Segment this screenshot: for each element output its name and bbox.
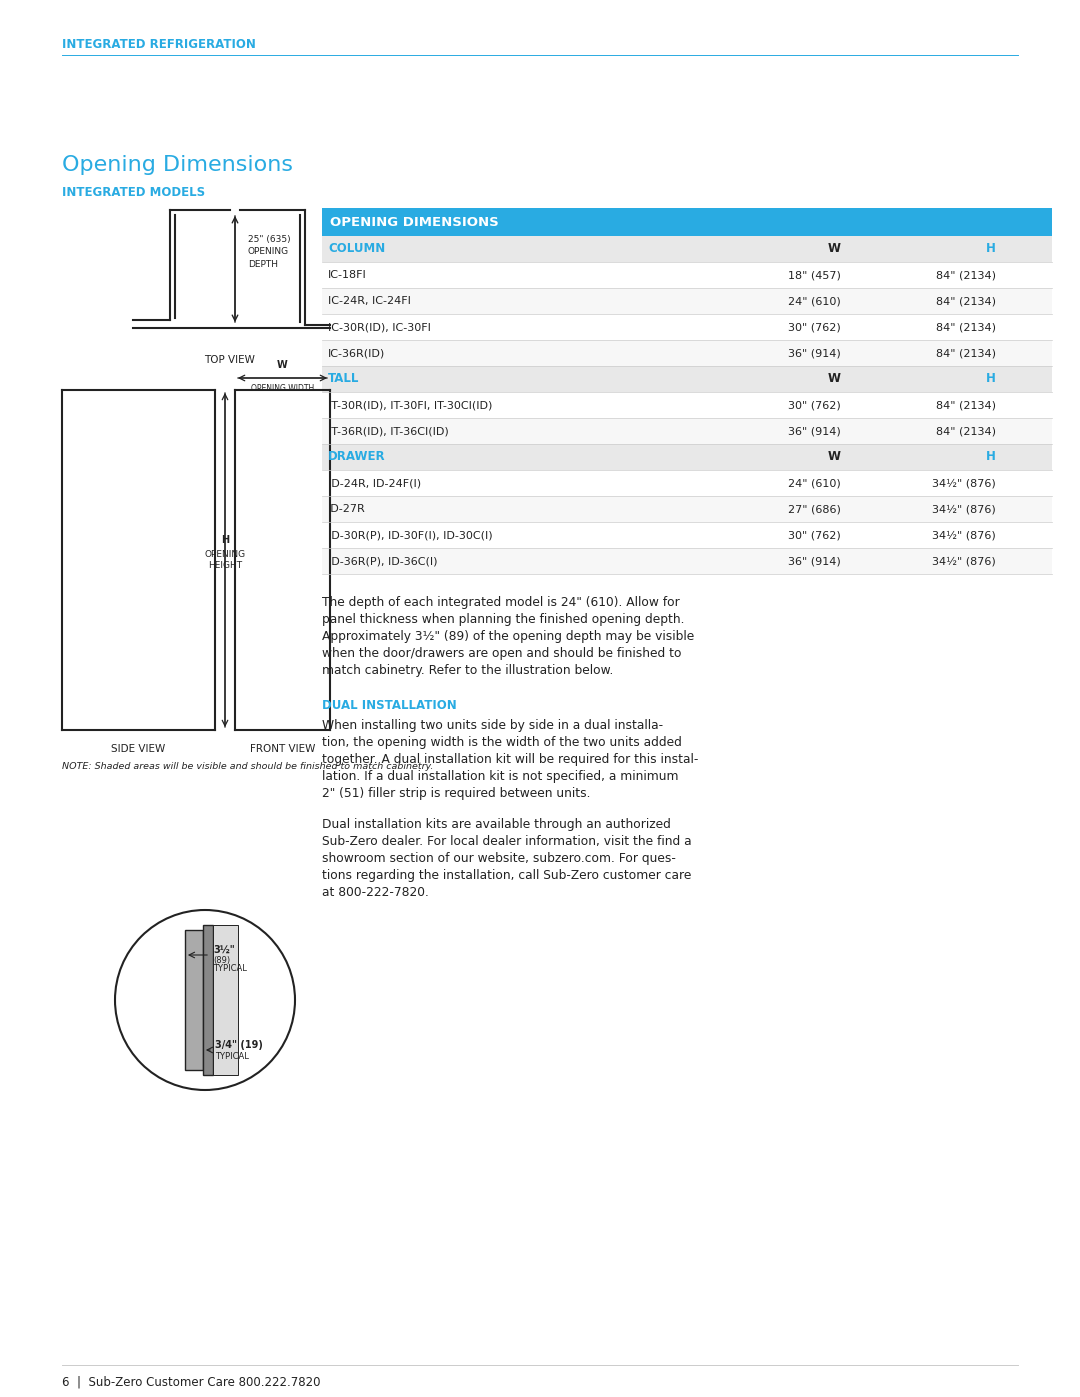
Text: match cabinetry. Refer to the illustration below.: match cabinetry. Refer to the illustrati…: [322, 664, 613, 678]
Text: When installing two units side by side in a dual installa-: When installing two units side by side i…: [322, 719, 663, 732]
Text: INTEGRATED REFRIGERATION: INTEGRATED REFRIGERATION: [62, 38, 256, 52]
Text: Sub-Zero dealer. For local dealer information, visit the find a: Sub-Zero dealer. For local dealer inform…: [322, 835, 691, 848]
Text: when the door/drawers are open and should be finished to: when the door/drawers are open and shoul…: [322, 647, 681, 659]
Text: H: H: [221, 535, 229, 545]
Text: IC-30R(ID), IC-30FI: IC-30R(ID), IC-30FI: [328, 321, 431, 332]
Text: TOP VIEW: TOP VIEW: [204, 355, 256, 365]
Text: 36" (914): 36" (914): [788, 556, 841, 566]
Text: Dual installation kits are available through an authorized: Dual installation kits are available thr…: [322, 819, 671, 831]
Text: 27" (686): 27" (686): [788, 504, 841, 514]
Text: 84" (2134): 84" (2134): [936, 270, 996, 279]
Text: TALL: TALL: [328, 373, 360, 386]
Text: H: H: [986, 373, 996, 386]
Text: 84" (2134): 84" (2134): [936, 321, 996, 332]
Bar: [322, 418, 1052, 444]
Text: showroom section of our website, subzero.com. For ques-: showroom section of our website, subzero…: [322, 852, 676, 865]
Text: 34½" (876): 34½" (876): [932, 478, 996, 488]
Text: W: W: [828, 373, 841, 386]
Text: INTEGRATED MODELS: INTEGRATED MODELS: [62, 186, 205, 198]
Text: 3/4" (19): 3/4" (19): [215, 1039, 262, 1051]
Bar: [322, 339, 1052, 366]
Text: The depth of each integrated model is 24" (610). Allow for: The depth of each integrated model is 24…: [322, 597, 679, 609]
Text: COLUMN: COLUMN: [328, 243, 386, 256]
Text: 84" (2134): 84" (2134): [936, 348, 996, 358]
Text: 84" (2134): 84" (2134): [936, 400, 996, 409]
Text: 34½" (876): 34½" (876): [932, 556, 996, 566]
Text: ID-30R(P), ID-30F(I), ID-30C(I): ID-30R(P), ID-30F(I), ID-30C(I): [328, 529, 492, 541]
Bar: [322, 393, 1052, 418]
Text: DRAWER: DRAWER: [328, 450, 386, 464]
Text: OPENING
HEIGHT: OPENING HEIGHT: [204, 549, 245, 570]
Text: Approximately 3½" (89) of the opening depth may be visible: Approximately 3½" (89) of the opening de…: [322, 630, 694, 643]
Text: 84" (2134): 84" (2134): [936, 296, 996, 306]
Text: IC-18FI: IC-18FI: [328, 270, 367, 279]
Text: W: W: [278, 360, 288, 370]
Bar: [213, 925, 238, 1076]
Text: (89): (89): [213, 956, 230, 965]
Text: 34½" (876): 34½" (876): [932, 504, 996, 514]
Text: 25" (635)
OPENING
DEPTH: 25" (635) OPENING DEPTH: [248, 235, 291, 270]
Bar: [322, 522, 1052, 548]
Bar: [322, 288, 1052, 314]
Text: IC-24R, IC-24FI: IC-24R, IC-24FI: [328, 296, 410, 306]
Text: 30" (762): 30" (762): [788, 529, 841, 541]
Text: tion, the opening width is the width of the two units added: tion, the opening width is the width of …: [322, 736, 681, 749]
Text: H: H: [986, 450, 996, 464]
Bar: [185, 930, 203, 1070]
Bar: [322, 263, 1052, 288]
Text: 34½" (876): 34½" (876): [932, 529, 996, 541]
Text: NOTE: Shaded areas will be visible and should be finished to match cabinetry.: NOTE: Shaded areas will be visible and s…: [62, 761, 433, 771]
Text: 6  |  Sub-Zero Customer Care 800.222.7820: 6 | Sub-Zero Customer Care 800.222.7820: [62, 1375, 321, 1389]
Text: ID-24R, ID-24F(I): ID-24R, ID-24F(I): [328, 478, 421, 488]
Text: 24" (610): 24" (610): [788, 296, 841, 306]
Bar: [203, 925, 213, 1076]
Text: at 800-222-7820.: at 800-222-7820.: [322, 886, 429, 900]
Text: 36" (914): 36" (914): [788, 426, 841, 436]
Text: 36" (914): 36" (914): [788, 348, 841, 358]
Bar: [322, 366, 1052, 393]
Bar: [322, 548, 1052, 574]
Bar: [322, 496, 1052, 522]
Bar: [322, 314, 1052, 339]
Text: TYPICAL: TYPICAL: [215, 1052, 248, 1060]
Text: together. A dual installation kit will be required for this instal-: together. A dual installation kit will b…: [322, 753, 699, 766]
Text: TYPICAL: TYPICAL: [213, 964, 247, 972]
Text: 3½": 3½": [213, 944, 234, 956]
Text: SIDE VIEW: SIDE VIEW: [111, 745, 165, 754]
Text: 30" (762): 30" (762): [788, 400, 841, 409]
Text: W: W: [828, 450, 841, 464]
Text: tions regarding the installation, call Sub-Zero customer care: tions regarding the installation, call S…: [322, 869, 691, 882]
Text: 18" (457): 18" (457): [788, 270, 841, 279]
Text: IT-30R(ID), IT-30FI, IT-30CI(ID): IT-30R(ID), IT-30FI, IT-30CI(ID): [328, 400, 492, 409]
Text: DUAL INSTALLATION: DUAL INSTALLATION: [322, 698, 457, 712]
Text: IT-36R(ID), IT-36CI(ID): IT-36R(ID), IT-36CI(ID): [328, 426, 449, 436]
Bar: [322, 444, 1052, 469]
Text: ID-27R: ID-27R: [328, 504, 366, 514]
Text: 24" (610): 24" (610): [788, 478, 841, 488]
Text: 2" (51) filler strip is required between units.: 2" (51) filler strip is required between…: [322, 787, 591, 800]
Text: Opening Dimensions: Opening Dimensions: [62, 155, 293, 175]
Text: 84" (2134): 84" (2134): [936, 426, 996, 436]
Text: panel thickness when planning the finished opening depth.: panel thickness when planning the finish…: [322, 613, 685, 626]
Text: IC-36R(ID): IC-36R(ID): [328, 348, 386, 358]
Text: OPENING DIMENSIONS: OPENING DIMENSIONS: [330, 215, 499, 229]
Text: lation. If a dual installation kit is not specified, a minimum: lation. If a dual installation kit is no…: [322, 770, 678, 782]
Text: FRONT VIEW: FRONT VIEW: [249, 745, 315, 754]
Text: OPENING WIDTH: OPENING WIDTH: [251, 384, 314, 393]
Text: ID-36R(P), ID-36C(I): ID-36R(P), ID-36C(I): [328, 556, 437, 566]
Bar: [322, 469, 1052, 496]
Text: 30" (762): 30" (762): [788, 321, 841, 332]
Bar: [322, 208, 1052, 236]
Text: H: H: [986, 243, 996, 256]
Text: W: W: [828, 243, 841, 256]
Bar: [322, 236, 1052, 263]
